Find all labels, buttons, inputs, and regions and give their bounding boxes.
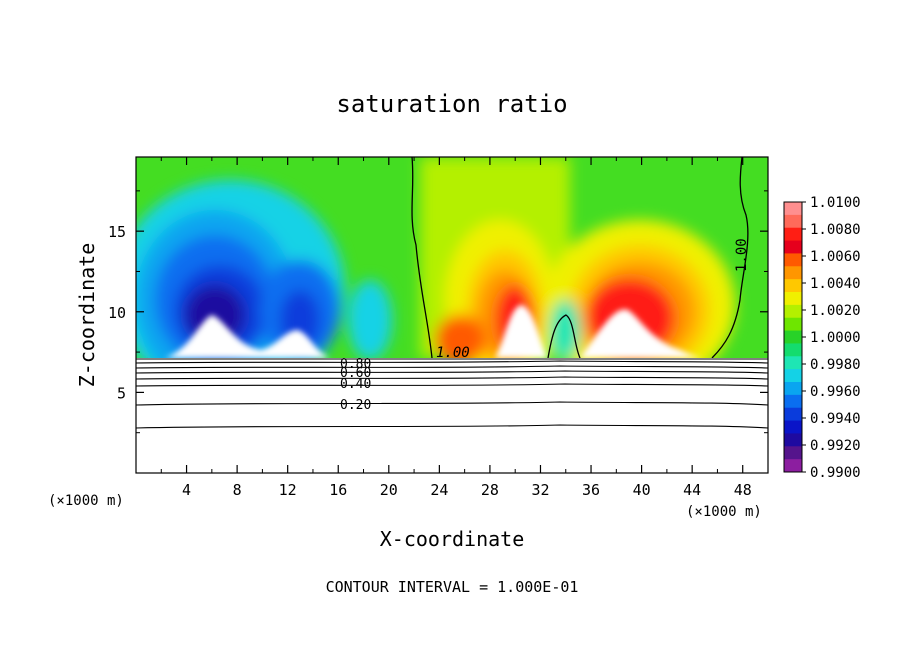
- colorbar-swatch: [784, 214, 802, 229]
- x-tick-label: 40: [633, 481, 651, 499]
- x-tick-label: 8: [233, 481, 242, 499]
- contour-labels: 1.00 1.00 0.80 0.60 0.40 0.20: [340, 238, 750, 413]
- y-tick-label: 10: [108, 304, 126, 322]
- lower-contours: [135, 357, 769, 429]
- contour-interval-note: CONTOUR INTERVAL = 1.000E-01: [326, 578, 579, 596]
- x-tick-label: 24: [430, 481, 448, 499]
- colorbar-swatch: [784, 407, 802, 422]
- colorbar-labels: 1.0100 1.0080 1.0060 1.0040 1.0020 1.0000 0.99…: [802, 195, 861, 481]
- colorbar-label: 1.0040: [810, 276, 861, 292]
- contour-label-0-60: 0.60: [340, 366, 371, 381]
- contour-label-0-80: 0.80: [340, 357, 371, 372]
- y-tick-label: 15: [108, 223, 126, 241]
- x-axis-ticks: 4 8 12 16 20 24 28 32 36 40 44 48: [160, 157, 752, 499]
- colorbar-swatch: [784, 394, 802, 409]
- contour-label-1-00-right: 1.00: [734, 238, 750, 272]
- colorbar-swatch: [784, 292, 802, 306]
- x-tick-label: 44: [683, 481, 701, 499]
- colorbar-swatch: [784, 343, 802, 357]
- colorbar-label: 1.0020: [810, 303, 861, 319]
- contour-label-1-00-left: 1.00: [436, 345, 470, 361]
- colorbar-swatch: [784, 433, 802, 447]
- colorbar-swatch: [784, 420, 802, 434]
- colorbar: [783, 201, 803, 473]
- chart-title: saturation ratio: [336, 90, 567, 118]
- colorbar-label: 0.9980: [810, 357, 861, 373]
- colorbar-swatch: [784, 382, 802, 396]
- colorbar-label: 0.9920: [810, 438, 861, 454]
- x-tick-label: 4: [182, 481, 191, 499]
- x-tick-label: 48: [734, 481, 752, 499]
- colorbar-swatch: [784, 356, 802, 370]
- y-axis-label: Z-coordinate: [75, 243, 99, 388]
- colorbar-swatch: [784, 459, 802, 473]
- x-tick-label: 28: [481, 481, 499, 499]
- colorbar-label: 1.0100: [810, 195, 861, 211]
- x-unit-right: (×1000 m): [686, 504, 762, 520]
- shaded-field: [136, 157, 768, 358]
- x-tick-label: 32: [531, 481, 549, 499]
- colorbar-swatch: [784, 202, 802, 216]
- y-axis-ticks: 5 10 15: [108, 190, 768, 434]
- colorbar-label: 0.9900: [810, 465, 861, 481]
- colorbar-swatch: [784, 253, 802, 267]
- colorbar-swatch: [784, 446, 802, 460]
- colorbar-label: 1.0000: [810, 330, 861, 346]
- x-axis-label: X-coordinate: [380, 527, 525, 551]
- colorbar-swatch: [784, 304, 802, 319]
- x-tick-label: 36: [582, 481, 600, 499]
- colorbar-swatch: [784, 330, 802, 344]
- colorbar-label: 1.0060: [810, 249, 861, 265]
- colorbar-label: 0.9940: [810, 411, 861, 427]
- colorbar-swatch: [784, 317, 802, 332]
- plot-frame: [135, 156, 769, 474]
- contour-label-0-20: 0.20: [340, 398, 371, 413]
- colorbar-label: 0.9960: [810, 384, 861, 400]
- x-unit-left: (×1000 m): [48, 493, 124, 509]
- x-tick-label: 12: [279, 481, 297, 499]
- y-tick-label: 5: [117, 384, 126, 402]
- colorbar-swatch: [784, 227, 802, 242]
- colorbar-swatch: [784, 369, 802, 383]
- contour-label-0-40: 0.40: [340, 377, 371, 392]
- colorbar-swatch: [784, 266, 802, 280]
- x-tick-label: 20: [380, 481, 398, 499]
- colorbar-label: 1.0080: [810, 222, 861, 238]
- colorbar-swatch: [784, 240, 802, 254]
- x-tick-label: 16: [329, 481, 347, 499]
- colorbar-swatch: [784, 279, 802, 293]
